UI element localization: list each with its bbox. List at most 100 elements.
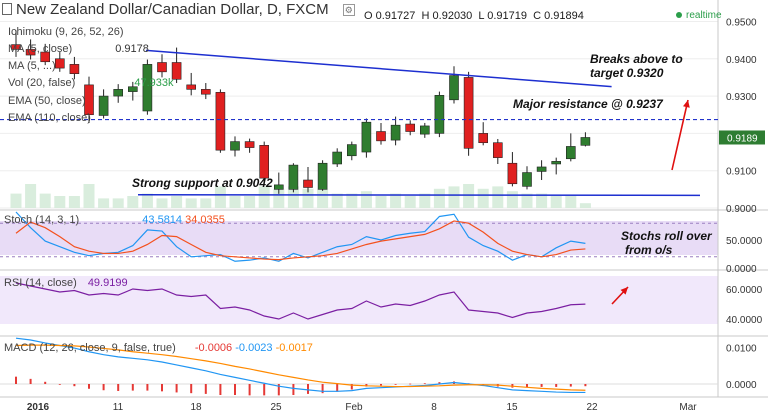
candle-body	[244, 141, 255, 148]
volume-bar	[477, 188, 489, 208]
indicator-volume[interactable]: Vol (20, false) 47.933k	[8, 77, 173, 89]
main-pane-bg	[0, 0, 718, 210]
volume-bar	[521, 193, 533, 208]
ohlc-h-key: H	[421, 10, 430, 22]
symbol-icon	[2, 3, 12, 15]
stoch-legend[interactable]: Stoch (14, 3, 1) 43.5814 34.0355	[4, 214, 225, 226]
indicator-ma5b[interactable]: MA (5, ...)	[8, 60, 56, 72]
rsi-line	[15, 282, 586, 320]
rsi-arrow-head	[620, 287, 628, 295]
macd-histogram-bar	[219, 384, 222, 395]
macd-tick-label: 0.0100	[726, 343, 757, 354]
macd-histogram-bar	[29, 378, 32, 384]
macd-histogram-bar	[161, 384, 163, 392]
rsi-band	[0, 276, 718, 324]
macd-histogram-bar	[248, 384, 251, 396]
candlesticks	[11, 30, 591, 194]
volume-bar	[25, 184, 37, 208]
price-arrow	[671, 99, 689, 171]
macd-histogram-bar	[15, 376, 17, 384]
volume-bar	[244, 196, 256, 208]
indicator-volume-label: Vol (20, false)	[8, 77, 76, 89]
candle-body	[186, 84, 196, 90]
volume-bar	[419, 193, 431, 208]
price-tick-label: 0.9100	[726, 167, 757, 178]
ohlc-readout: O 0.91727 H 0.92030 L 0.91719 C 0.91894	[364, 10, 584, 22]
volume-bar	[127, 196, 139, 208]
candle-body	[84, 84, 94, 116]
candle-body	[361, 121, 372, 153]
macd-histogram-bar	[438, 382, 441, 384]
annotation-support: Strong support at 0.9042	[132, 176, 273, 190]
price-tick-label: 0.9500	[726, 17, 757, 28]
price-arrow-head	[683, 100, 690, 108]
time-tick-label: 8	[431, 402, 437, 413]
macd-histogram-bar	[569, 384, 572, 387]
macd-histogram-bar	[540, 384, 543, 387]
stoch-band	[0, 221, 718, 255]
volume-bar	[214, 186, 226, 208]
macd-histogram-bar	[321, 384, 324, 394]
annotation-stochs-line1: Stochs roll over	[621, 229, 712, 243]
chart-title: New Zealand Dollar/Canadian Dollar, D, F…	[2, 1, 355, 18]
macd-legend[interactable]: MACD (12, 26, close, 9, false, true) -0.…	[4, 342, 313, 354]
settings-icon[interactable]: ⚙	[342, 4, 355, 16]
volume-bar	[463, 184, 475, 208]
indicator-volume-value: 47.933k	[134, 77, 174, 89]
macd-histogram-bar	[555, 384, 558, 387]
volume-bar	[375, 196, 387, 208]
stoch-legend-title: Stoch (14, 3, 1)	[4, 214, 80, 226]
time-tick-label: 11	[113, 402, 124, 413]
macd-histogram-bar	[73, 384, 76, 387]
indicator-ichimoku[interactable]: Ichimoku (9, 26, 52, 26)	[8, 26, 124, 38]
macd-histogram-bar	[394, 384, 397, 385]
macd-signal-line	[15, 344, 586, 391]
candle-body	[536, 166, 547, 172]
realtime-badge: realtime	[676, 10, 722, 21]
indicator-ma5[interactable]: MA (5, close) 0.9178	[8, 43, 149, 55]
indicator-ema50[interactable]: EMA (50, close)	[8, 95, 86, 107]
rsi-legend[interactable]: RSI (14, close) 49.9199	[4, 277, 128, 289]
indicator-ema110[interactable]: EMA (110, close)	[8, 112, 91, 124]
candle-body	[405, 123, 416, 132]
candle-body	[551, 161, 562, 165]
macd-histogram-bar	[307, 384, 309, 394]
candle-body	[54, 58, 65, 69]
volume-bar	[536, 193, 548, 208]
candle-body	[11, 44, 21, 50]
last-price-tag	[719, 130, 765, 145]
candle-body	[522, 172, 532, 187]
trendline-resistance	[145, 49, 612, 88]
time-axis: 2016 11 18 25 Feb 8 15 22 Mar	[27, 402, 697, 413]
time-tick-label: 22	[586, 402, 598, 413]
candle-body	[463, 77, 474, 149]
macd-histogram-bar	[409, 383, 412, 385]
rsi-tick-label: 40.0000	[726, 315, 763, 326]
macd-signal-value: -0.0017	[275, 342, 313, 354]
macd-legend-title: MACD (12, 26, close, 9, false, true)	[4, 342, 176, 354]
candle-body	[317, 162, 328, 190]
volume-bar	[54, 196, 66, 208]
volume-bars	[10, 184, 591, 208]
time-tick-label: Feb	[345, 402, 363, 413]
ohlc-o-key: O	[364, 10, 373, 22]
volume-bar	[390, 193, 402, 208]
volume-bar	[346, 193, 358, 208]
stoch-tick-label: 50.0000	[726, 236, 763, 247]
candle-body	[376, 131, 386, 142]
volume-bar	[10, 193, 22, 208]
candle-body	[215, 92, 226, 151]
candle-body	[259, 145, 270, 179]
stoch-pane	[0, 211, 718, 262]
volume-bar	[273, 188, 285, 208]
candle-body	[303, 179, 313, 188]
volume-bar	[287, 186, 299, 208]
candle-body	[273, 184, 284, 190]
macd-histogram-bar	[102, 384, 105, 391]
time-tick-label: 2016	[27, 402, 50, 413]
ohlc-c-val: 0.91894	[544, 10, 584, 22]
volume-bar	[331, 193, 343, 208]
ohlc-o-val: 0.91727	[375, 10, 416, 22]
rsi-tick-label: 60.0000	[726, 285, 763, 296]
time-tick-label: 15	[506, 402, 518, 413]
